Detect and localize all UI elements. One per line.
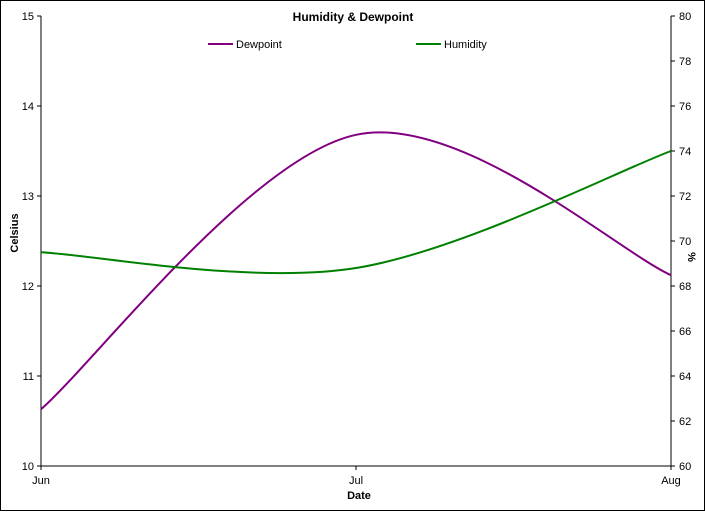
x-tick-label: Aug bbox=[661, 475, 681, 487]
right-y-ticks: 60 62 64 66 68 70 72 74 76 78 80 bbox=[671, 11, 691, 473]
series-line-dewpoint bbox=[40, 131, 672, 411]
right-tick-label: 78 bbox=[679, 56, 691, 68]
legend-label-humidity: Humidity bbox=[444, 39, 487, 51]
right-tick-label: 72 bbox=[679, 191, 691, 203]
chart-title: Humidity & Dewpoint bbox=[293, 10, 414, 24]
right-y-axis-title: % bbox=[685, 252, 697, 262]
x-tick-label: Jul bbox=[349, 475, 363, 487]
series-line-humidity bbox=[40, 150, 672, 275]
legend-label-dewpoint: Dewpoint bbox=[236, 39, 282, 51]
left-tick-label: 15 bbox=[22, 11, 34, 23]
right-tick-label: 60 bbox=[679, 461, 691, 473]
right-tick-label: 76 bbox=[679, 101, 691, 113]
right-tick-label: 74 bbox=[679, 146, 691, 158]
left-y-axis-title: Celsius bbox=[9, 213, 21, 252]
right-tick-label: 70 bbox=[679, 236, 691, 248]
left-tick-label: 13 bbox=[22, 191, 34, 203]
x-axis-title: Date bbox=[347, 490, 371, 502]
right-tick-label: 66 bbox=[679, 326, 691, 338]
left-tick-label: 11 bbox=[23, 371, 34, 383]
left-tick-label: 14 bbox=[22, 101, 34, 113]
left-tick-label: 10 bbox=[22, 461, 34, 473]
series-layer bbox=[40, 131, 672, 411]
right-tick-label: 64 bbox=[679, 371, 691, 383]
legend: Dewpoint Humidity bbox=[208, 39, 487, 51]
right-tick-label: 62 bbox=[679, 416, 691, 428]
right-tick-label: 80 bbox=[679, 11, 691, 23]
x-tick-label: Jun bbox=[32, 475, 50, 487]
right-tick-label: 68 bbox=[679, 281, 691, 293]
left-tick-label: 12 bbox=[22, 281, 34, 293]
x-ticks: Jun Jul Aug bbox=[32, 466, 681, 487]
left-y-ticks: 10 11 12 13 14 15 bbox=[22, 11, 41, 473]
